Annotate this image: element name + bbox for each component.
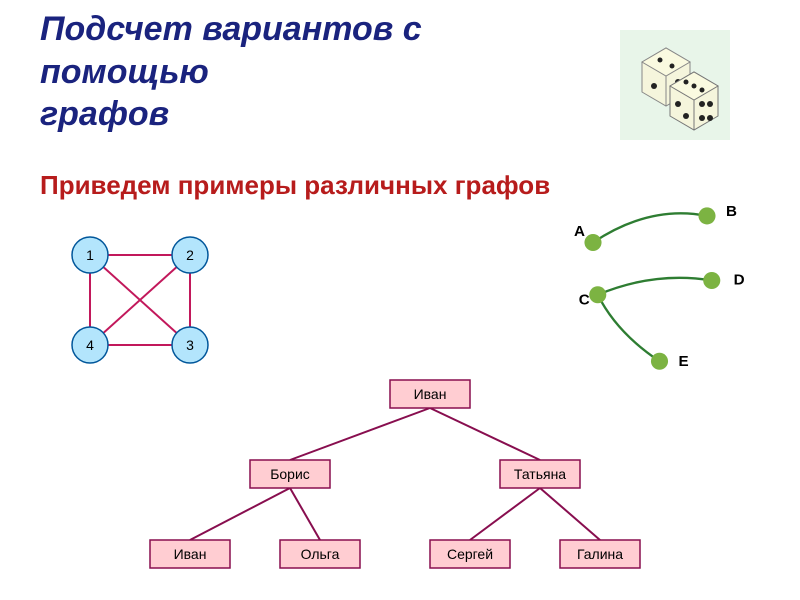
- svg-text:D: D: [734, 271, 745, 288]
- svg-text:C: C: [579, 291, 590, 308]
- svg-text:E: E: [679, 353, 689, 370]
- title-line-3: графов: [40, 95, 169, 133]
- svg-text:Сергей: Сергей: [447, 546, 493, 562]
- svg-text:Иван: Иван: [414, 386, 447, 402]
- graph-green: A B C D E: [540, 195, 760, 385]
- subtitle: Приведем примеры различных графов: [40, 170, 550, 201]
- svg-text:3: 3: [186, 337, 194, 353]
- title-line-2: помощью: [40, 53, 209, 91]
- svg-text:Галина: Галина: [577, 546, 623, 562]
- svg-text:Иван: Иван: [174, 546, 207, 562]
- svg-text:A: A: [574, 223, 585, 240]
- svg-text:2: 2: [186, 247, 194, 263]
- title-line-1: Подсчет вариантов с: [40, 10, 422, 48]
- svg-text:Татьяна: Татьяна: [514, 466, 566, 482]
- svg-text:1: 1: [86, 247, 94, 263]
- svg-text:B: B: [726, 203, 737, 220]
- svg-text:Борис: Борис: [270, 466, 310, 482]
- graph-k4: 1 2 3 4: [50, 225, 230, 385]
- svg-text:Ольга: Ольга: [301, 546, 340, 562]
- page-title: Подсчет вариантов с помощью графов: [40, 8, 422, 136]
- family-tree: Иван Борис Татьяна Иван Ольга Сергей Галина: [130, 370, 650, 580]
- svg-text:4: 4: [86, 337, 94, 353]
- dice-icon: [620, 30, 730, 140]
